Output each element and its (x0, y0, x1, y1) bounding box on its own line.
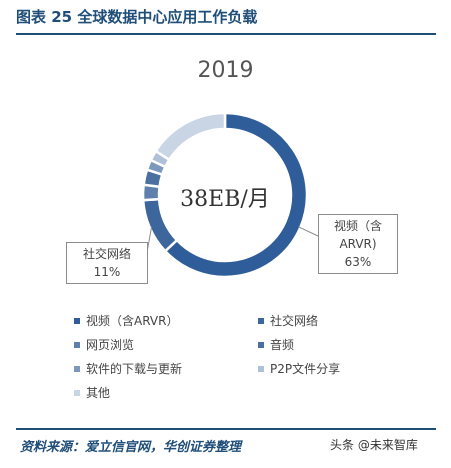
center-label: 38EB/月 (180, 187, 270, 212)
footer-rule (16, 428, 436, 430)
legend-swatch (74, 317, 80, 324)
legend-item: 视频（含ARVR） (74, 312, 178, 329)
donut-slice-0 (163, 111, 309, 279)
legend-label: 社交网络 (270, 314, 319, 328)
chart-title: 2019 (197, 58, 254, 83)
leader-line-video (298, 226, 319, 237)
legend-label: 其他 (86, 386, 111, 400)
source-note: 资料来源：爱立信官网，华创证券整理 (20, 440, 242, 455)
legend-swatch (74, 341, 80, 348)
figure-title: 图表 25 全球数据中心应用工作负载 (16, 8, 258, 26)
callout-video-line-2: ARVR) (339, 237, 377, 251)
legend-label: 软件的下载与更新 (86, 362, 183, 376)
legend-item: 网页浏览 (74, 336, 134, 353)
legend-label: 视频（含ARVR） (86, 314, 179, 328)
callout-social-line-1: 社交网络 (82, 247, 131, 261)
legend-swatch (258, 317, 264, 324)
legend-swatch (258, 341, 264, 348)
watermark: 头条 @未来智库 (330, 438, 418, 452)
legend-item: 音频 (258, 336, 294, 353)
callout-social: 社交网络 11% (66, 242, 148, 284)
legend-swatch (74, 389, 80, 396)
legend-item: 其他 (74, 384, 110, 401)
legend-swatch (258, 365, 264, 372)
callout-video-line-1: 视频（含 (333, 219, 382, 233)
legend-label: P2P文件分享 (270, 362, 341, 376)
legend-item: 软件的下载与更新 (74, 360, 182, 377)
title-rule (16, 33, 436, 35)
legend-swatch (74, 365, 80, 372)
legend-label: 网页浏览 (86, 338, 135, 352)
callout-video: 视频（含 ARVR) 63% (318, 214, 398, 274)
callout-video-line-3: 63% (344, 255, 372, 269)
legend-item: P2P文件分享 (258, 360, 340, 377)
donut-slice-6 (154, 111, 227, 162)
legend-item: 社交网络 (258, 312, 318, 329)
legend-label: 音频 (270, 338, 295, 352)
callout-social-line-2: 11% (93, 265, 121, 279)
